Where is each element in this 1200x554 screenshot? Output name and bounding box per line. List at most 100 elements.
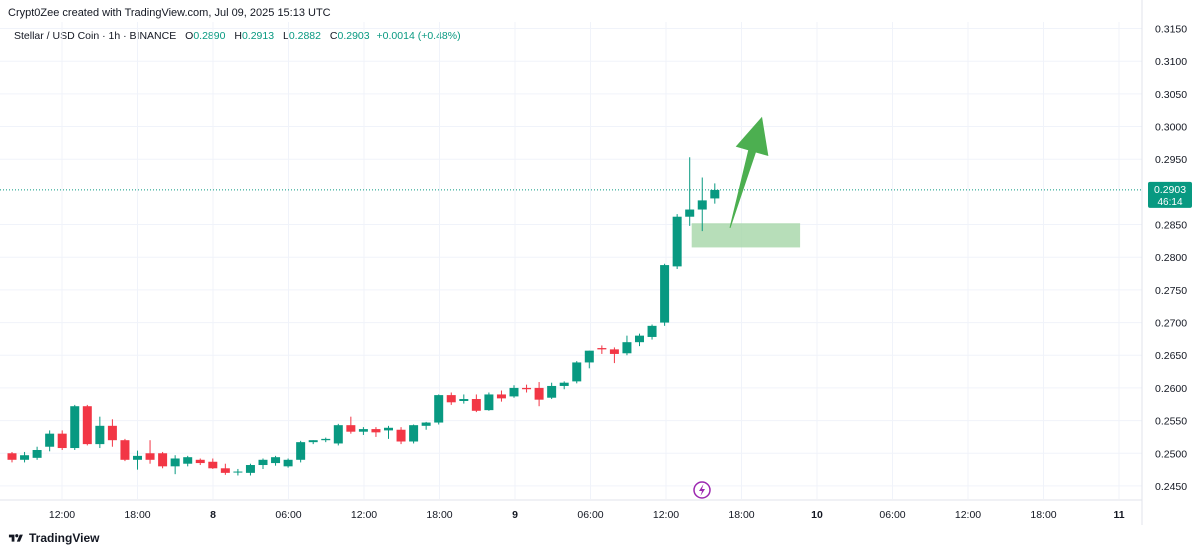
candle-body[interactable]	[534, 387, 544, 400]
close-label: C	[329, 30, 338, 42]
last-price-value: 0.2903	[1154, 184, 1186, 196]
x-axis-tick-label: 8	[210, 509, 216, 521]
candle-body[interactable]	[672, 216, 682, 267]
x-axis-tick-label: 12:00	[49, 509, 75, 521]
symbol-name[interactable]: Stellar / USD Coin · 1h · BINANCE	[14, 30, 177, 42]
candle-body[interactable]	[660, 265, 670, 323]
candle-body[interactable]	[446, 395, 456, 403]
candle-body[interactable]	[70, 406, 80, 449]
candle-body[interactable]	[57, 433, 67, 449]
candle-body[interactable]	[496, 394, 506, 399]
high-value: 0.2913	[241, 30, 275, 42]
candle-body[interactable]	[120, 440, 130, 460]
candle-body[interactable]	[547, 385, 557, 398]
x-axis-tick-label: 12:00	[653, 509, 679, 521]
x-axis-tick-label: 06:00	[275, 509, 301, 521]
candle-body[interactable]	[7, 453, 17, 460]
candle-body[interactable]	[371, 429, 381, 433]
candle-body[interactable]	[45, 433, 55, 447]
candle-body[interactable]	[484, 394, 494, 411]
x-axis-tick-label: 18:00	[426, 509, 452, 521]
open-label: O	[185, 30, 194, 42]
demand-zone[interactable]	[691, 223, 801, 248]
trend-arrow-icon[interactable]	[729, 116, 769, 228]
open-value: 0.2890	[193, 30, 226, 42]
candle-body[interactable]	[647, 325, 657, 337]
low-label: L	[283, 30, 289, 42]
y-axis-tick-label: 0.2750	[1155, 285, 1187, 297]
candle-body[interactable]	[685, 209, 695, 217]
candle-body[interactable]	[346, 425, 356, 432]
x-axis-tick-label: 9	[512, 509, 518, 521]
candle-body[interactable]	[559, 382, 569, 386]
candle-body[interactable]	[358, 429, 368, 432]
candle-body[interactable]	[321, 438, 331, 441]
y-axis-tick-label: 0.2800	[1155, 252, 1187, 264]
close-value: 0.2903	[337, 30, 370, 42]
y-axis-tick-label: 0.2950	[1155, 154, 1187, 166]
footer-brand[interactable]: TradingView	[8, 531, 99, 545]
y-axis-tick-label: 0.3000	[1155, 122, 1187, 134]
candle-body[interactable]	[421, 422, 431, 426]
candle-body[interactable]	[258, 459, 268, 466]
candle-body[interactable]	[195, 459, 205, 464]
candle-body[interactable]	[333, 425, 343, 444]
candle-body[interactable]	[308, 440, 318, 443]
y-axis-tick-label: 0.3100	[1155, 56, 1187, 68]
x-axis-tick-label: 12:00	[351, 509, 377, 521]
candle-body[interactable]	[409, 425, 419, 442]
x-axis-tick-label: 11	[1113, 509, 1124, 521]
y-axis-tick-label: 0.2550	[1155, 416, 1187, 428]
x-axis-tick-label: 06:00	[577, 509, 603, 521]
candle-body[interactable]	[471, 399, 481, 411]
high-label: H	[234, 30, 242, 42]
candle-body[interactable]	[133, 455, 142, 460]
candle-body[interactable]	[271, 457, 281, 464]
y-axis-tick-label: 0.2650	[1155, 350, 1187, 362]
candle-body[interactable]	[509, 387, 519, 397]
candle-body[interactable]	[107, 425, 117, 441]
y-axis-tick-label: 0.2500	[1155, 448, 1187, 460]
y-axis-tick-label: 0.3050	[1155, 89, 1187, 101]
candle-body[interactable]	[283, 459, 293, 467]
candle-body[interactable]	[522, 387, 532, 390]
candle-body[interactable]	[572, 362, 582, 382]
candle-body[interactable]	[710, 189, 720, 199]
lightning-bolt-glyph	[699, 484, 705, 496]
y-axis-tick-label: 0.3150	[1155, 24, 1187, 36]
candle-body[interactable]	[697, 200, 707, 210]
candle-body[interactable]	[95, 425, 105, 445]
candle-body[interactable]	[384, 427, 393, 431]
candle-body[interactable]	[145, 453, 155, 460]
footer-brand-label: TradingView	[29, 531, 100, 545]
candle-body[interactable]	[609, 349, 619, 354]
candle-body[interactable]	[635, 335, 644, 343]
candle-body[interactable]	[82, 406, 92, 445]
candle-body[interactable]	[597, 348, 607, 350]
candle-body[interactable]	[296, 442, 306, 460]
candle-body[interactable]	[158, 453, 168, 467]
y-axis-tick-label: 0.2700	[1155, 318, 1187, 330]
candle-body[interactable]	[32, 449, 42, 458]
x-axis-tick-label: 18:00	[124, 509, 150, 521]
bar-countdown: 46:14	[1157, 197, 1182, 208]
candle-body[interactable]	[396, 429, 406, 442]
x-axis-tick-label: 12:00	[955, 509, 981, 521]
candle-body[interactable]	[245, 465, 255, 473]
candle-body[interactable]	[434, 395, 444, 423]
x-axis-tick-label: 18:00	[728, 509, 754, 521]
candle-body[interactable]	[183, 457, 193, 464]
candle-body[interactable]	[20, 455, 30, 460]
tradingview-logo-icon	[8, 533, 23, 542]
y-axis-tick-label: 0.2450	[1155, 481, 1187, 493]
candle-body[interactable]	[584, 350, 594, 363]
candle-body[interactable]	[170, 458, 180, 467]
candle-body[interactable]	[459, 399, 469, 401]
y-axis-tick-label: 0.2850	[1155, 220, 1187, 232]
candle-body[interactable]	[233, 471, 243, 473]
chart-credit: Crypt0Zee created with TradingView.com, …	[8, 7, 331, 19]
candle-body[interactable]	[220, 468, 230, 473]
candle-body[interactable]	[622, 342, 632, 354]
candle-body[interactable]	[208, 461, 218, 469]
